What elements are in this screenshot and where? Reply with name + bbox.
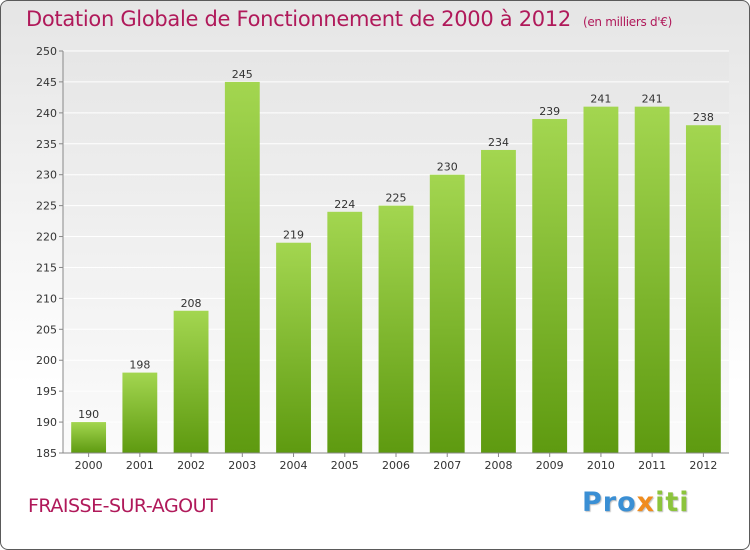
bar xyxy=(634,106,670,454)
x-tick-label: 2003 xyxy=(228,459,256,472)
bar-value-label: 198 xyxy=(129,359,150,372)
y-tick-label: 220 xyxy=(36,231,57,244)
logo-part-3: iti xyxy=(655,487,690,518)
bar-value-label: 219 xyxy=(283,229,304,242)
bar-value-label: 241 xyxy=(642,93,663,106)
bar xyxy=(224,81,260,453)
bar-value-label: 234 xyxy=(488,136,509,149)
y-tick-label: 210 xyxy=(36,292,57,305)
chart-subtitle: (en milliers d'€) xyxy=(582,15,672,29)
x-tick-label: 2009 xyxy=(536,459,564,472)
y-tick-label: 240 xyxy=(36,107,57,120)
x-tick-label: 2000 xyxy=(75,459,103,472)
y-tick-label: 245 xyxy=(36,76,57,89)
logo-part-1: Pro xyxy=(582,487,637,518)
y-tick-label: 225 xyxy=(36,200,57,213)
bar xyxy=(71,422,107,453)
bar xyxy=(173,310,209,453)
y-tick-label: 215 xyxy=(36,261,57,274)
bar xyxy=(685,125,721,453)
y-tick-label: 185 xyxy=(36,447,57,460)
y-tick-label: 190 xyxy=(36,416,57,429)
y-tick-label: 235 xyxy=(36,138,57,151)
bar-value-label: 245 xyxy=(232,68,253,81)
bar-value-label: 239 xyxy=(539,105,560,118)
x-tick-label: 2007 xyxy=(433,459,461,472)
bar xyxy=(583,106,619,454)
x-tick-label: 2002 xyxy=(177,459,205,472)
y-tick-label: 195 xyxy=(36,385,57,398)
y-tick-label: 200 xyxy=(36,354,57,367)
bar xyxy=(532,119,568,454)
x-axis: 2000 2001 2002 2003 2004 2005 2006 2007 2008 2009… xyxy=(63,452,729,472)
y-axis: 185 190 195 200 205 210 215 220 225 230 235 240 245 2… xyxy=(36,45,64,460)
y-tick-label: 205 xyxy=(36,323,57,336)
bar-value-label: 238 xyxy=(693,111,714,124)
logo-part-2: x xyxy=(636,487,656,518)
x-tick-label: 2004 xyxy=(280,459,308,472)
x-tick-label: 2012 xyxy=(689,459,717,472)
bar-value-label: 208 xyxy=(181,297,202,310)
bar-value-label: 224 xyxy=(334,198,355,211)
y-tick-label: 250 xyxy=(36,45,57,58)
x-tick-label: 2010 xyxy=(587,459,615,472)
bar-value-label: 230 xyxy=(437,161,458,174)
x-tick-label: 2005 xyxy=(331,459,359,472)
proxiti-logo: Proxiti xyxy=(582,487,690,518)
x-tick-label: 2011 xyxy=(638,459,666,472)
chart-title-text: Dotation Globale de Fonctionnement de 20… xyxy=(26,7,571,31)
x-tick-label: 2001 xyxy=(126,459,154,472)
chart-title: Dotation Globale de Fonctionnement de 20… xyxy=(26,7,672,31)
bar xyxy=(327,211,363,453)
bar-value-label: 190 xyxy=(78,408,99,421)
x-tick-label: 2006 xyxy=(382,459,410,472)
bar xyxy=(122,372,158,453)
bar xyxy=(481,149,516,453)
bar xyxy=(378,205,414,453)
bar-value-label: 241 xyxy=(590,93,611,106)
y-tick-label: 230 xyxy=(36,169,57,182)
bars: 190 198 208 245 219 224 225 230 234 239 241 241 238 xyxy=(71,68,721,454)
bar-value-label: 225 xyxy=(386,192,407,205)
x-tick-label: 2008 xyxy=(484,459,512,472)
bar xyxy=(429,174,465,453)
place-name: FRAISSE-SUR-AGOUT xyxy=(28,495,218,517)
bar xyxy=(276,242,311,453)
